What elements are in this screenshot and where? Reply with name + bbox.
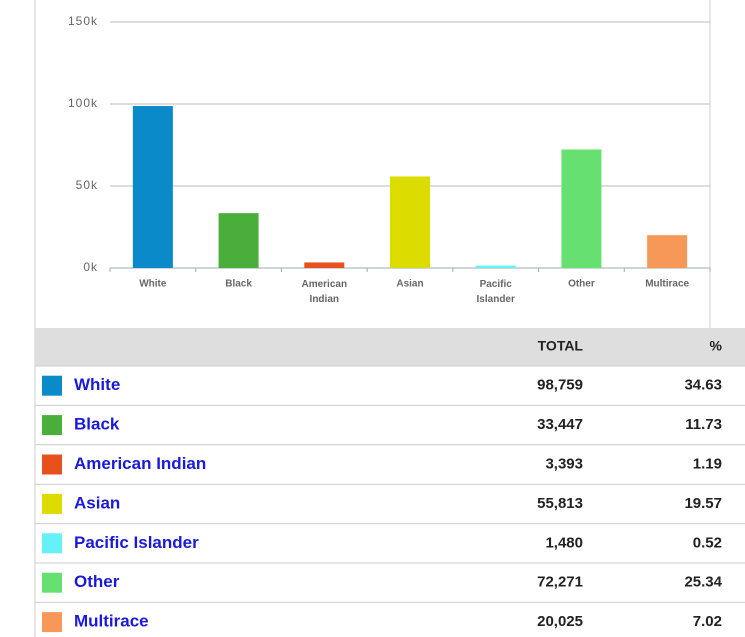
column-header: % (710, 338, 723, 354)
x-tick-label: Pacific Islander (477, 279, 515, 305)
row-total: 33,447 (537, 416, 583, 433)
row-name: Black (74, 415, 120, 434)
y-tick-label: 0k (83, 260, 98, 274)
bar (390, 176, 430, 268)
row-percent: 19.57 (684, 495, 722, 512)
legend-swatch (42, 533, 62, 554)
row-percent: 11.73 (685, 416, 722, 433)
row-total: 3,393 (545, 455, 583, 472)
legend-swatch (42, 415, 62, 436)
row-total: 55,813 (537, 495, 583, 512)
legend-swatch (42, 493, 62, 514)
row-name: Multirace (74, 612, 149, 631)
y-tick-label: 150k (68, 14, 98, 28)
row-percent: 1.19 (693, 455, 722, 472)
legend-swatch (42, 572, 62, 593)
bar (561, 149, 602, 268)
row-name: White (74, 375, 120, 394)
legend-swatch (42, 375, 62, 396)
bar (475, 265, 516, 268)
row-name: Other (74, 572, 120, 591)
legend-swatch (42, 612, 62, 633)
row-name: Pacific Islander (74, 533, 199, 552)
row-total: 72,271 (537, 574, 583, 591)
row-total: 1,480 (545, 534, 583, 551)
x-tick-label: Asian (396, 279, 423, 290)
x-tick-label: Multirace (645, 279, 689, 290)
bar (218, 213, 259, 268)
bar (132, 106, 173, 268)
row-name: Asian (74, 493, 120, 512)
bar (647, 235, 688, 268)
y-tick-label: 100k (68, 96, 98, 110)
row-percent: 34.63 (684, 377, 722, 394)
row-percent: 25.34 (684, 574, 722, 591)
table-header (35, 328, 745, 366)
bar (304, 262, 345, 268)
row-total: 20,025 (537, 613, 583, 630)
x-tick-label: American Indian (301, 279, 347, 305)
row-percent: 7.02 (693, 613, 722, 630)
x-tick-label: White (139, 279, 167, 290)
legend-swatch (42, 454, 62, 475)
x-tick-label: Other (568, 279, 595, 290)
y-tick-label: 50k (76, 178, 98, 192)
x-tick-label: Black (225, 279, 252, 290)
row-name: American Indian (74, 454, 206, 473)
row-percent: 0.52 (693, 534, 722, 551)
row-total: 98,759 (537, 377, 583, 394)
column-header: TOTAL (538, 338, 584, 354)
